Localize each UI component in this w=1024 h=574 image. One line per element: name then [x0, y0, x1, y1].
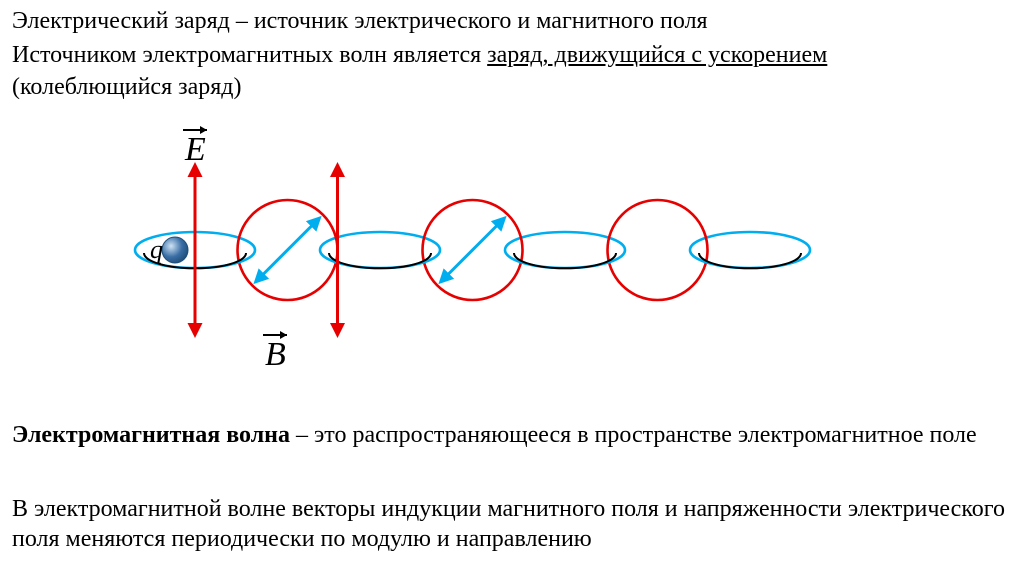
em-wave-diagram: E Bq	[0, 120, 1024, 400]
svg-text:q: q	[150, 235, 163, 264]
em-wave-term: Электромагнитная волна	[12, 422, 290, 448]
line-vectors-periodic: В электромагнитной волне векторы индукци…	[12, 494, 1012, 554]
em-source-prefix: Источником электромагнитных волн являетс…	[12, 42, 487, 68]
line-em-wave-def: Электромагнитная волна – это распростран…	[12, 420, 1012, 450]
svg-text:B: B	[265, 336, 286, 373]
svg-text:E: E	[184, 131, 206, 168]
page-root: { "text": { "l1": "Электрический заряд –…	[0, 0, 1024, 574]
line-em-source: Источником электромагнитных волн являетс…	[12, 40, 1012, 70]
em-source-underlined: заряд, движущийся с ускорением	[487, 42, 827, 68]
line-oscillating: (колеблющийся заряд)	[12, 72, 1012, 102]
em-wave-def-text: – это распространяющееся в пространстве …	[296, 422, 977, 448]
heading-charge-source: Электрический заряд – источник электриче…	[12, 6, 1012, 36]
